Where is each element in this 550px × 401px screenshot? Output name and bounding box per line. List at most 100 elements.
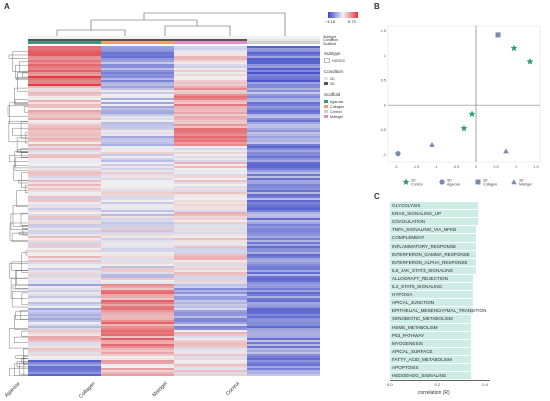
- heatmap-cell: [101, 194, 175, 197]
- heatmap-cell: [174, 242, 248, 245]
- heatmap-cell: [101, 224, 175, 227]
- heatmap-panel: Subtype Condition Scaffold −4.18 8.79 Ag…: [4, 12, 358, 400]
- heatmap-cell: [101, 366, 175, 369]
- scatter-point: [395, 150, 401, 157]
- heatmap-cell: [28, 184, 102, 187]
- heatmap-cell: [28, 348, 102, 351]
- heatmap-cell: [174, 336, 248, 339]
- heatmap-cell: [247, 362, 321, 365]
- bar-category-label: INTERFERON_ALPHA_RESPONSE: [392, 259, 468, 265]
- heatmap-cell: [101, 60, 175, 63]
- scatter-legend-label-top: 3D: [447, 179, 452, 183]
- scatter-legend-marker: [402, 178, 410, 185]
- bar: [390, 291, 474, 299]
- heatmap-cell: [101, 200, 175, 203]
- heatmap-cell: [101, 220, 175, 223]
- scatter-x-tick: 1.5: [533, 165, 538, 169]
- heatmap-cell: [247, 178, 321, 181]
- bar-x-axis: [390, 380, 490, 381]
- legend-label: Collagen: [330, 104, 345, 109]
- heatmap-cell: [101, 80, 175, 83]
- heatmap-cell: [247, 370, 321, 373]
- heatmap-cell: [174, 272, 248, 275]
- heatmap-cell: [28, 58, 102, 61]
- heatmap-cell: [247, 116, 321, 119]
- heatmap-cell: [28, 260, 102, 263]
- heatmap-cell: [174, 112, 248, 115]
- bar: [390, 315, 471, 323]
- scatter-y-tick: 0.5: [381, 79, 386, 83]
- heatmap-cell: [247, 128, 321, 131]
- heatmap-cell: [174, 118, 248, 121]
- heatmap-cell: [247, 120, 321, 123]
- heatmap-cell: [247, 164, 321, 167]
- legend-swatch: [324, 81, 328, 86]
- heatmap-cell: [28, 362, 102, 365]
- heatmap-cell: [174, 350, 248, 353]
- heatmap-cell: [174, 68, 248, 71]
- heatmap-cell: [28, 300, 102, 303]
- heatmap-cell: [28, 344, 102, 347]
- heatmap-cell: [28, 360, 102, 363]
- heatmap-cell: [101, 332, 175, 335]
- heatmap-cell: [101, 368, 175, 371]
- heatmap-cell: [101, 92, 175, 95]
- heatmap-cell: [174, 176, 248, 179]
- heatmap-cell: [174, 274, 248, 277]
- dendrogram-branch: [18, 363, 28, 375]
- dendrogram-branch: [21, 358, 28, 363]
- heatmap-cell: [28, 246, 102, 249]
- dendrogram-branch: [13, 165, 28, 181]
- heatmap-cell: [174, 354, 248, 357]
- heatmap-cell: [174, 72, 248, 75]
- heatmap-cell: [101, 48, 175, 51]
- bar: [390, 355, 471, 364]
- heatmap-cell: [247, 342, 321, 345]
- heatmap-cell: [101, 320, 175, 323]
- heatmap-cell: [28, 146, 102, 149]
- bar-row: APOPTOSIS: [390, 364, 550, 372]
- scatter-point: [429, 141, 435, 147]
- heatmap-cell: [28, 62, 102, 65]
- heatmap-cell: [101, 140, 175, 143]
- heatmap-cell: [247, 338, 321, 341]
- heatmap-cell: [101, 170, 175, 173]
- colorbar-max-label: 8.79: [348, 19, 356, 24]
- dendrogram-branch: [12, 127, 28, 136]
- heatmap-cell: [174, 106, 248, 109]
- bar-row: INFLAMMATORY_RESPONSE: [390, 242, 550, 250]
- heatmap-cell: [174, 366, 248, 369]
- heatmap-cell: [101, 208, 175, 211]
- heatmap-cell: [247, 250, 321, 253]
- heatmap-col-label-matrigel: Matrigel: [151, 381, 169, 399]
- heatmap-cell: [101, 134, 175, 137]
- heatmap-cell: [174, 278, 248, 281]
- heatmap-cell: [174, 198, 248, 201]
- bar-category-label: IL6_JAK_STAT3_SIGNALING: [392, 267, 454, 273]
- heatmap-cell: [247, 244, 321, 247]
- track-name-subtype: Subtype: [323, 34, 337, 39]
- bar-row: ALLOGRAFT_REJECTION: [390, 274, 550, 283]
- heatmap-cell: [101, 72, 175, 75]
- heatmap-cell: [247, 122, 321, 125]
- heatmap-cell: [101, 240, 175, 243]
- bar-row: HEDGEHOG_SIGNALING: [390, 372, 550, 380]
- dendrogram-branch: [10, 278, 28, 299]
- heatmap-cell: [247, 322, 321, 325]
- heatmap-cell: [174, 300, 248, 303]
- heatmap-cell: [101, 54, 175, 57]
- heatmap-cell: [28, 340, 102, 343]
- scatter-legend-label-top: 2D: [411, 179, 416, 183]
- heatmap-cell: [174, 110, 248, 113]
- heatmap-cell: [101, 132, 175, 135]
- heatmap-cell: [174, 194, 248, 197]
- heatmap-cell: [247, 364, 321, 367]
- heatmap-cell: [174, 234, 248, 237]
- heatmap-cell: [247, 248, 321, 251]
- heatmap-cell: [28, 208, 102, 211]
- heatmap-cell: [247, 246, 321, 249]
- heatmap-cell: [101, 152, 175, 155]
- heatmap-cell: [101, 290, 175, 293]
- heatmap-cell: [174, 238, 248, 241]
- scatter-y-tick: 0: [384, 103, 386, 107]
